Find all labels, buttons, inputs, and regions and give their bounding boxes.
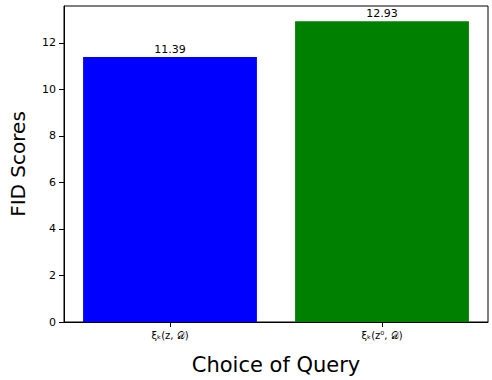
svg-text:ξₖ(z⁰, 𝒟): ξₖ(z⁰, 𝒟) (361, 330, 402, 341)
svg-text:12.93: 12.93 (366, 7, 398, 20)
svg-text:ξₖ(z, 𝒟): ξₖ(z, 𝒟) (151, 330, 188, 341)
svg-text:10: 10 (42, 83, 56, 96)
svg-text:Choice of Query: Choice of Query (192, 353, 361, 377)
svg-text:2: 2 (49, 269, 56, 282)
svg-text:11.39: 11.39 (154, 43, 186, 56)
svg-text:0: 0 (49, 316, 56, 329)
svg-text:8: 8 (49, 129, 56, 142)
svg-text:4: 4 (49, 222, 56, 235)
svg-text:6: 6 (49, 176, 56, 189)
svg-text:FID Scores: FID Scores (6, 111, 30, 217)
svg-text:12: 12 (42, 36, 56, 49)
